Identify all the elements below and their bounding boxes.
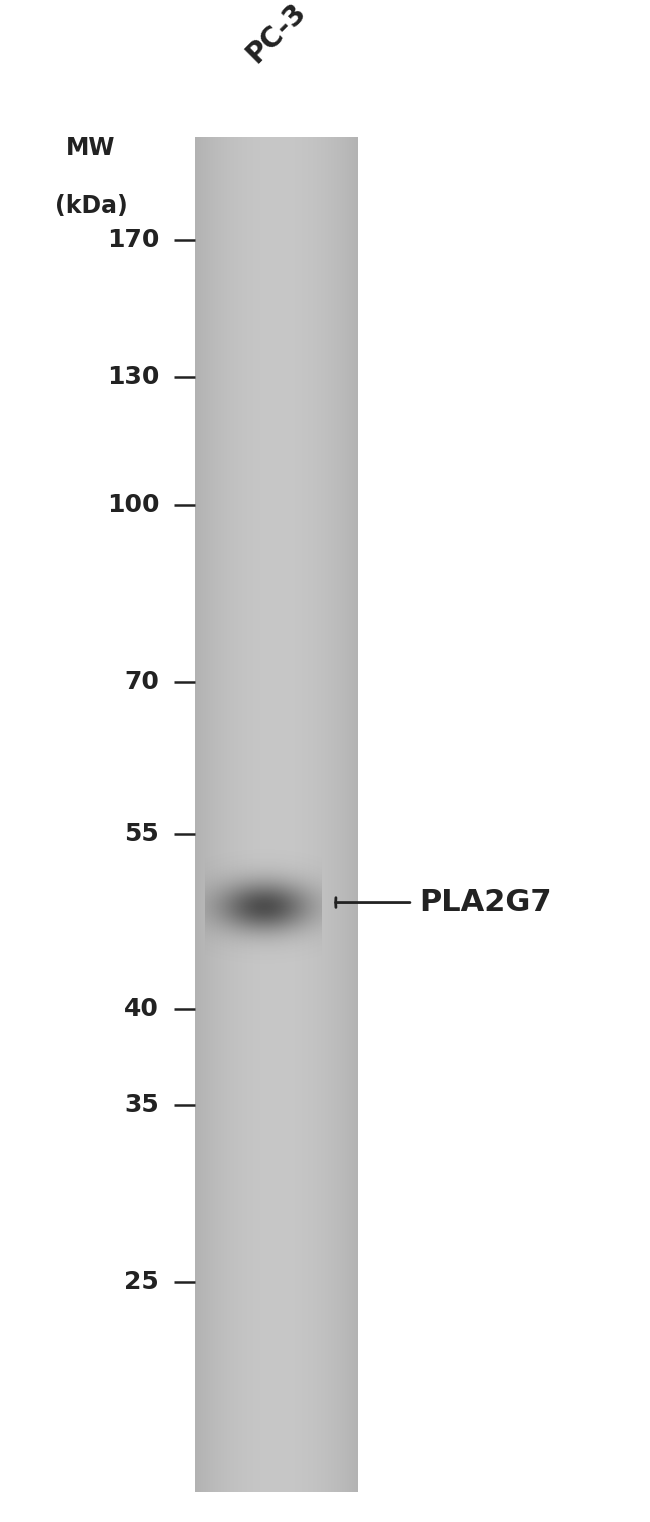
Text: 35: 35: [125, 1093, 159, 1117]
Text: 170: 170: [107, 228, 159, 253]
Text: MW: MW: [66, 135, 116, 160]
Text: 40: 40: [124, 997, 159, 1021]
Text: 55: 55: [125, 822, 159, 846]
Text: (kDa): (kDa): [55, 193, 127, 218]
Text: 100: 100: [107, 493, 159, 517]
Text: 130: 130: [107, 365, 159, 390]
Text: PC-3: PC-3: [241, 0, 311, 68]
Text: 70: 70: [124, 670, 159, 694]
Text: 25: 25: [125, 1269, 159, 1294]
Text: PLA2G7: PLA2G7: [419, 887, 552, 918]
